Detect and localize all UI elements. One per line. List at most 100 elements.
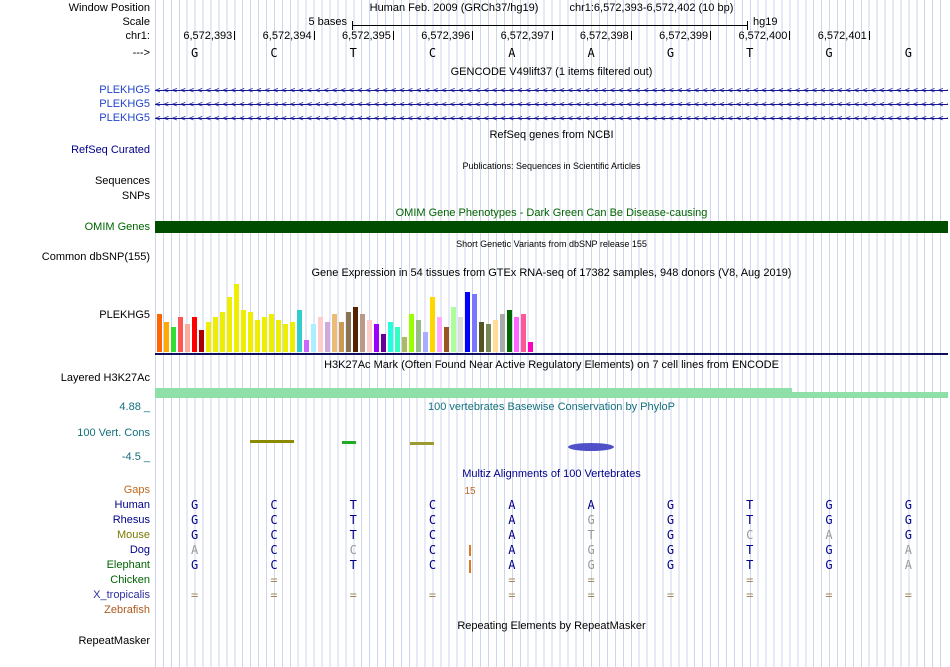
gtex-bar[interactable]	[304, 340, 309, 352]
alignment-base: T	[746, 558, 754, 572]
omim-genes-label[interactable]: OMIM Genes	[84, 221, 150, 233]
gtex-bar[interactable]	[458, 317, 463, 352]
gtex-bar[interactable]	[514, 317, 519, 352]
gtex-bar[interactable]	[269, 314, 274, 352]
gtex-bar[interactable]	[528, 342, 533, 352]
omim-gene-bar[interactable]	[155, 221, 948, 233]
gtex-bar[interactable]	[199, 330, 204, 352]
gtex-bar[interactable]	[185, 324, 190, 352]
gtex-bar[interactable]	[395, 327, 400, 352]
gtex-bar[interactable]	[213, 317, 218, 352]
insertion-marker	[469, 560, 471, 573]
ruler-position-label[interactable]: 6,572,393	[183, 30, 233, 42]
gene-row-label[interactable]: PLEKHG5	[99, 84, 150, 96]
sequences-label[interactable]: Sequences	[94, 175, 150, 187]
species-label[interactable]: Mouse	[116, 529, 150, 541]
repeatmasker-label[interactable]: RepeatMasker	[78, 635, 150, 647]
alignment-base: G	[191, 513, 199, 527]
gtex-bar[interactable]	[178, 317, 183, 352]
gtex-bar[interactable]	[234, 284, 239, 352]
gtex-bar[interactable]	[325, 322, 330, 352]
common-dbsnp-label[interactable]: Common dbSNP(155)	[41, 251, 150, 263]
gene-arrow-line[interactable]: <<<<<<<<<<<<<<<<<<<<<<<<<<<<<<<<<<<<<<<<…	[155, 114, 948, 124]
ruler-position-label[interactable]: 6,572,400	[738, 30, 788, 42]
snps-label[interactable]: SNPs	[121, 190, 150, 202]
gtex-bar[interactable]	[220, 312, 225, 352]
gtex-bar[interactable]	[402, 337, 407, 352]
gtex-bar[interactable]	[318, 317, 323, 352]
gtex-bar[interactable]	[409, 314, 414, 352]
multiz-track-header: Multiz Alignments of 100 Vertebrates	[462, 468, 641, 480]
refseq-curated-label[interactable]: RefSeq Curated	[71, 144, 150, 156]
gtex-bar[interactable]	[388, 322, 393, 352]
gtex-bar[interactable]	[262, 317, 267, 352]
gtex-bar[interactable]	[346, 312, 351, 352]
gtex-bar[interactable]	[360, 314, 365, 352]
gene-arrow-line[interactable]: <<<<<<<<<<<<<<<<<<<<<<<<<<<<<<<<<<<<<<<<…	[155, 100, 948, 110]
gtex-bar[interactable]	[444, 327, 449, 352]
gtex-bar[interactable]	[157, 314, 162, 352]
ruler-position-label[interactable]: 6,572,399	[659, 30, 709, 42]
species-label[interactable]: Chicken	[110, 574, 150, 586]
base-letter: G	[191, 46, 199, 60]
gtex-bar[interactable]	[367, 320, 372, 352]
gtex-bar[interactable]	[311, 324, 316, 352]
gtex-bar[interactable]	[339, 322, 344, 352]
gene-row-label[interactable]: PLEKHG5	[99, 98, 150, 110]
gtex-bar[interactable]	[430, 297, 435, 352]
gtex-gene-label[interactable]: PLEKHG5	[99, 309, 150, 321]
gtex-bar[interactable]	[507, 310, 512, 352]
h3k27ac-band[interactable]	[155, 388, 792, 398]
omim-track-header: OMIM Gene Phenotypes - Dark Green Can Be…	[395, 207, 708, 219]
gtex-bar[interactable]	[493, 320, 498, 352]
gtex-bar[interactable]	[423, 332, 428, 352]
h3k27ac-label[interactable]: Layered H3K27Ac	[60, 372, 150, 384]
gtex-bar[interactable]	[332, 314, 337, 352]
gtex-bar[interactable]	[164, 322, 169, 352]
gtex-bar[interactable]	[248, 312, 253, 352]
gtex-bar[interactable]	[297, 310, 302, 352]
conservation-label[interactable]: 100 Vert. Cons	[77, 427, 150, 439]
gtex-bar[interactable]	[472, 294, 477, 352]
gtex-bar[interactable]	[241, 310, 246, 352]
species-label[interactable]: Dog	[129, 544, 150, 556]
gene-arrow-line[interactable]: <<<<<<<<<<<<<<<<<<<<<<<<<<<<<<<<<<<<<<<<…	[155, 86, 948, 96]
gtex-bar[interactable]	[374, 324, 379, 352]
ruler-position-label[interactable]: 6,572,395	[341, 30, 391, 42]
gene-row-label[interactable]: PLEKHG5	[99, 112, 150, 124]
gtex-bar[interactable]	[276, 320, 281, 352]
alignment-base: A	[508, 543, 516, 557]
gtex-bar[interactable]	[227, 297, 232, 352]
gtex-bar[interactable]	[283, 324, 288, 352]
gtex-bar[interactable]	[465, 292, 470, 352]
conservation-max-label: 4.88 _	[119, 401, 150, 413]
gtex-bar[interactable]	[290, 322, 295, 352]
publications-track-header: Publications: Sequences in Scientific Ar…	[462, 161, 641, 171]
gtex-bar[interactable]	[353, 307, 358, 352]
gtex-bar[interactable]	[192, 317, 197, 352]
gtex-bar[interactable]	[521, 314, 526, 352]
ruler-position-label[interactable]: 6,572,401	[817, 30, 867, 42]
species-label[interactable]: Rhesus	[112, 514, 150, 526]
gtex-bar[interactable]	[486, 324, 491, 352]
gtex-bar[interactable]	[381, 334, 386, 352]
species-label[interactable]: Human	[114, 499, 150, 511]
ruler-position-label[interactable]: 6,572,394	[262, 30, 312, 42]
ruler-position-label[interactable]: 6,572,396	[421, 30, 471, 42]
gtex-bar[interactable]	[416, 320, 421, 352]
gtex-bar[interactable]	[206, 322, 211, 352]
gtex-bar[interactable]	[437, 317, 442, 352]
species-label[interactable]: X_tropicalis	[93, 589, 150, 601]
ruler-position-label[interactable]: 6,572,397	[500, 30, 550, 42]
gtex-bar[interactable]	[171, 327, 176, 352]
gtex-bar[interactable]	[500, 314, 505, 352]
ruler-position-label[interactable]: 6,572,398	[579, 30, 629, 42]
h3k27ac-band[interactable]	[792, 392, 948, 398]
gtex-bar[interactable]	[255, 320, 260, 352]
gaps-label[interactable]: Gaps	[123, 484, 150, 496]
h3k27ac-track-header: H3K27Ac Mark (Often Found Near Active Re…	[324, 359, 779, 371]
gtex-bar[interactable]	[451, 307, 456, 352]
gtex-bar[interactable]	[479, 322, 484, 352]
species-label[interactable]: Zebrafish	[104, 604, 150, 616]
species-label[interactable]: Elephant	[106, 559, 150, 571]
